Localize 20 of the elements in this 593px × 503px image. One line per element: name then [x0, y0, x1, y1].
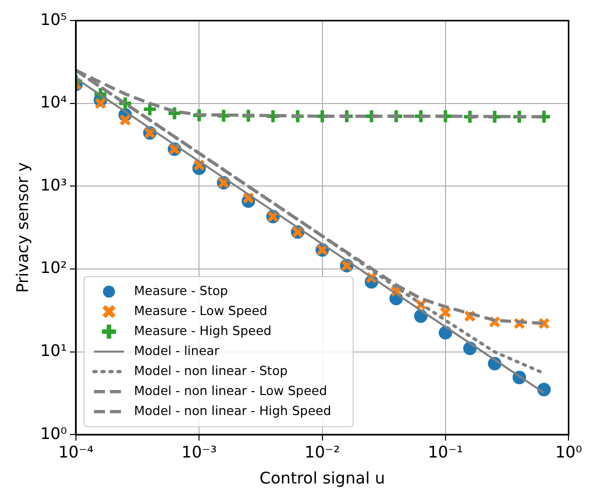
legend-label: Measure - Low Speed: [134, 302, 268, 318]
y-tick-label: 10⁰: [40, 424, 67, 443]
legend-label: Measure - Stop: [134, 282, 228, 298]
y-tick-label: 10¹: [40, 340, 67, 360]
legend-label: Model - non linear - Low Speed: [134, 382, 328, 398]
legend-label: Model - non linear - High Speed: [134, 402, 332, 418]
x-tick-label: 10⁻²: [304, 442, 340, 462]
x-axis-title: Control signal u: [260, 468, 386, 488]
y-tick-label: 10²: [40, 258, 67, 278]
x-tick-label: 10⁻⁴: [58, 442, 94, 462]
x-tick-label: 10⁰: [555, 442, 582, 462]
y-tick-label: 10⁵: [40, 10, 67, 29]
y-axis-title: Privacy sensor y: [12, 162, 32, 293]
y-tick-label: 10³: [40, 175, 67, 194]
x-tick-label: 10⁻³: [182, 442, 217, 462]
x-tick-label: 10⁻¹: [428, 442, 464, 462]
y-tick-label: 10⁴: [40, 92, 67, 112]
legend-label: Model - non linear - Stop: [134, 362, 288, 378]
legend-label: Model - linear: [134, 342, 220, 358]
legend-label: Measure - High Speed: [134, 322, 272, 338]
